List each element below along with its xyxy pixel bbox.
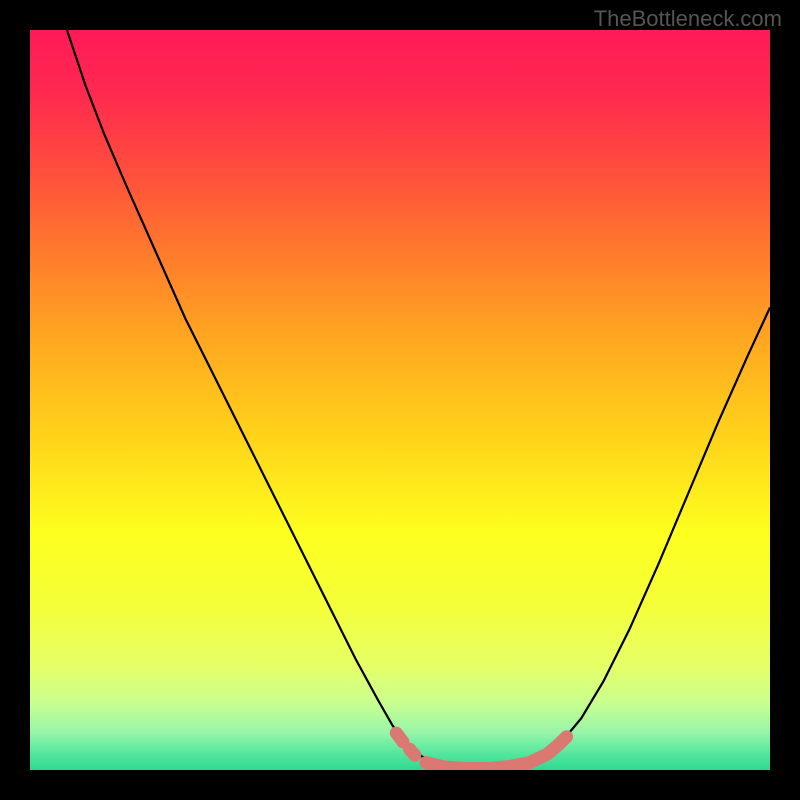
highlight-segment	[426, 737, 567, 769]
plot-area	[30, 30, 770, 770]
highlight-range	[396, 733, 566, 769]
bottleneck-curve	[67, 30, 770, 769]
chart-overlay	[30, 30, 770, 770]
highlight-segment	[396, 733, 403, 742]
watermark-text: TheBottleneck.com	[594, 6, 782, 32]
highlight-segment	[410, 749, 415, 755]
